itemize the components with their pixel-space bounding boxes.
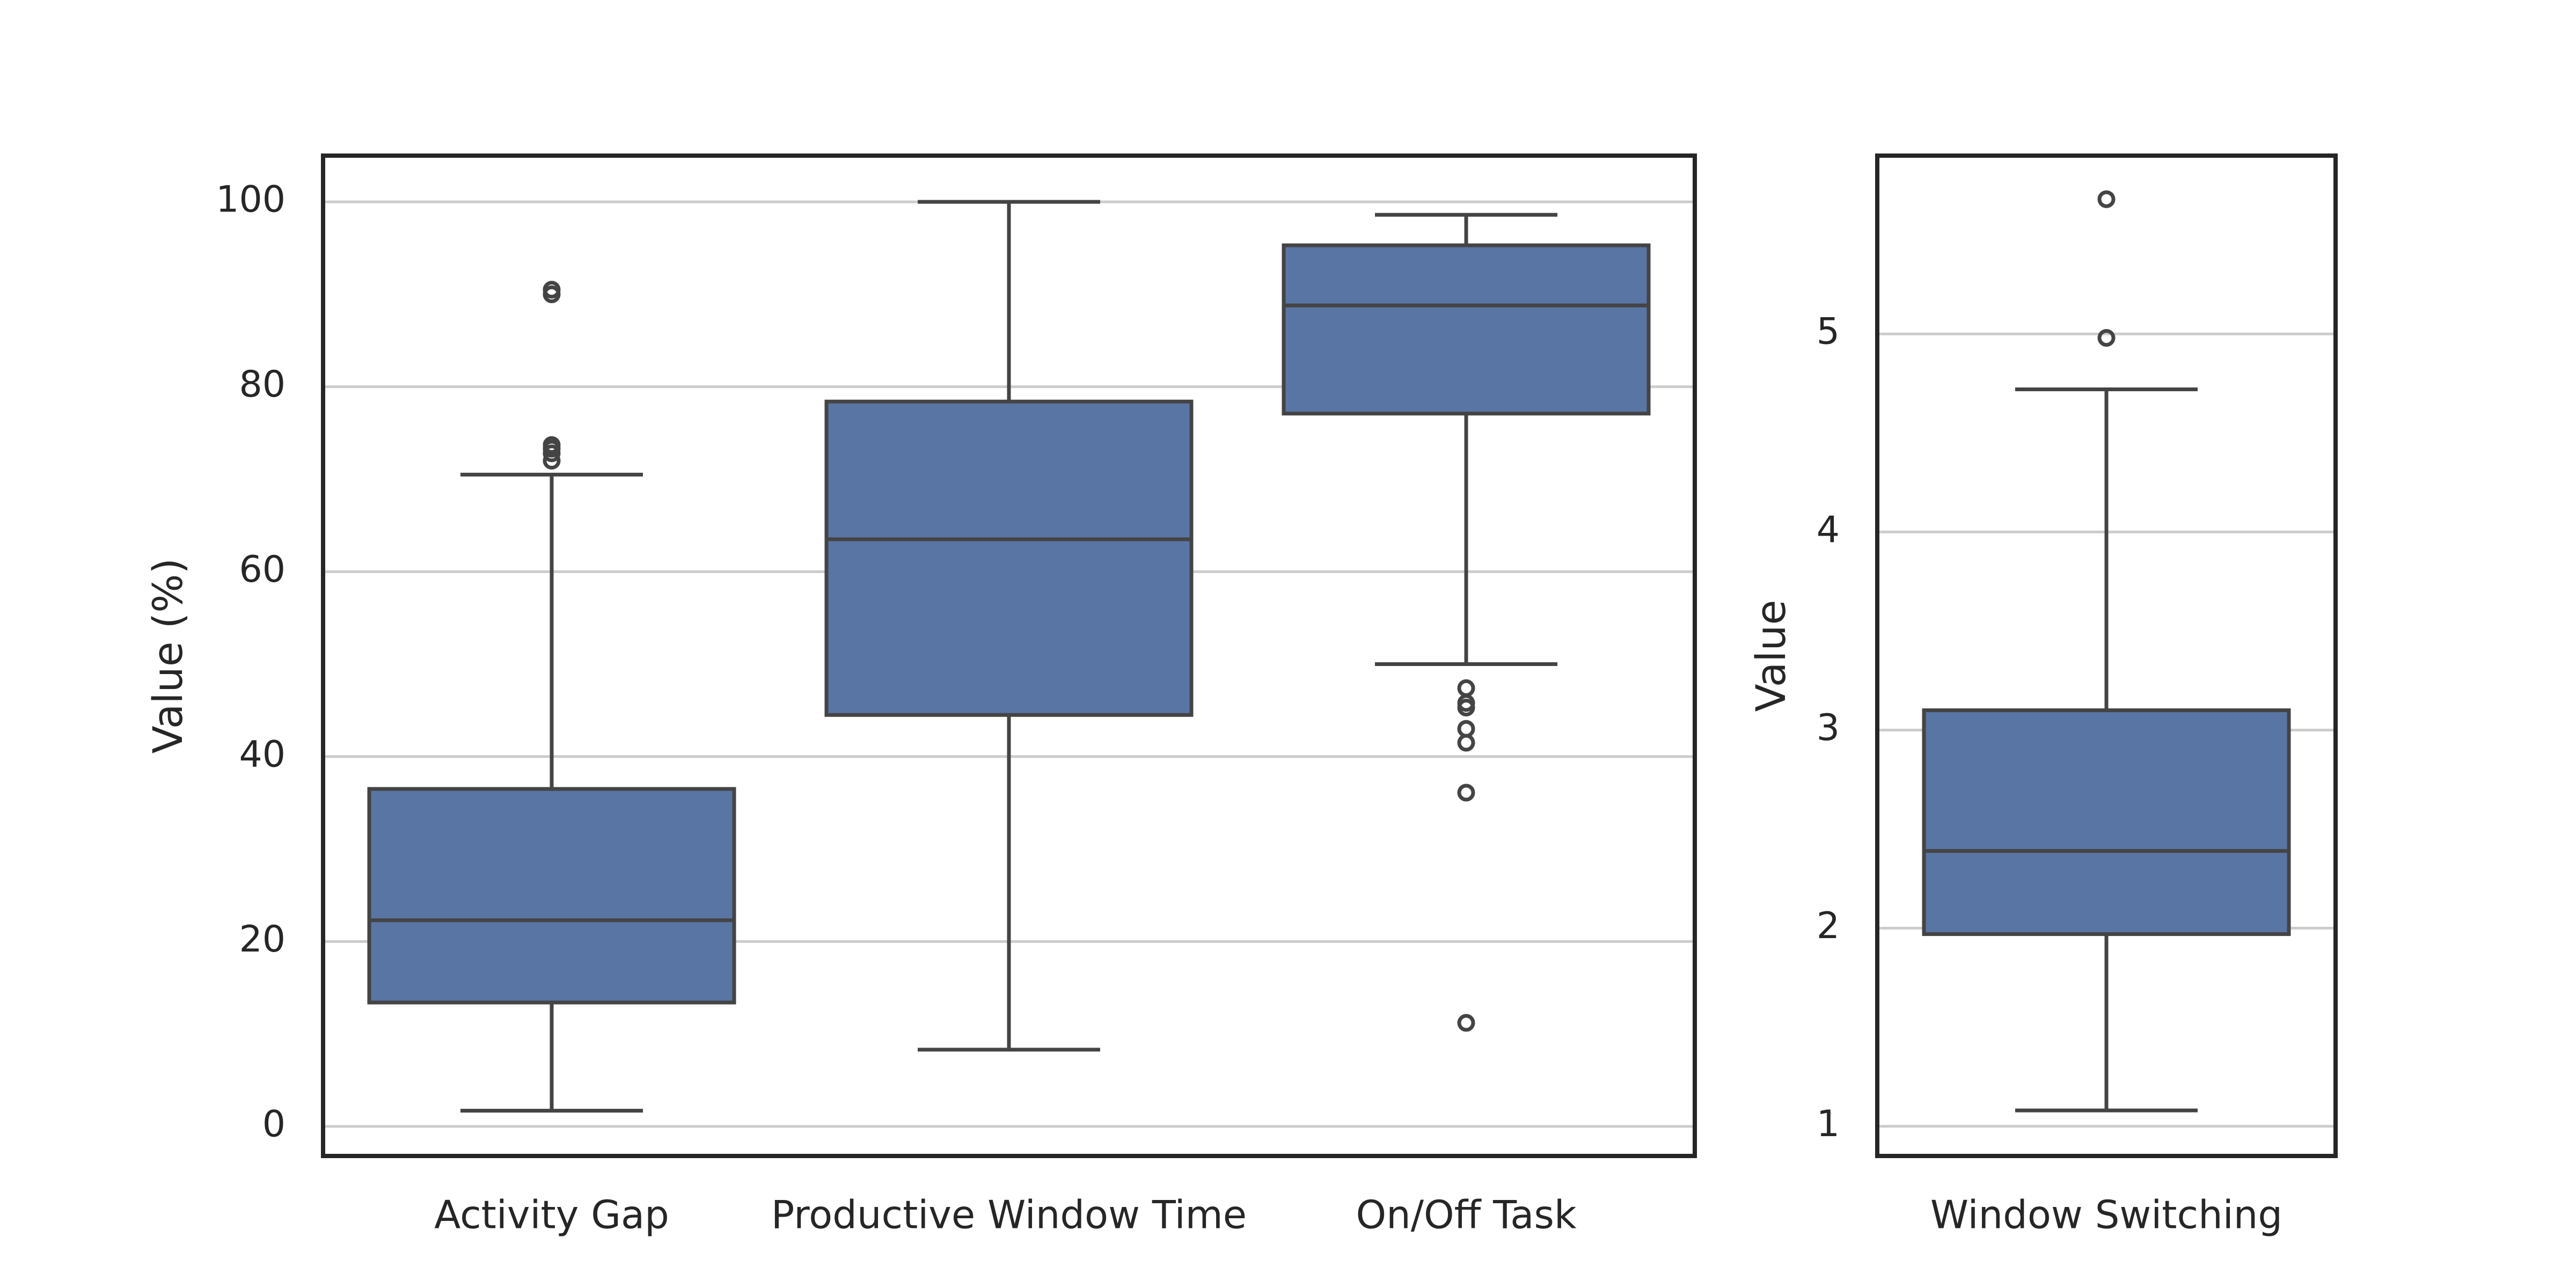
- outlier-point: [1457, 720, 1475, 738]
- y-tick-label: 4: [1817, 509, 1840, 551]
- y-tick-label: 60: [239, 548, 286, 591]
- y-tick-label: 1: [1817, 1103, 1840, 1145]
- y-tick-label: 40: [239, 733, 286, 775]
- y-tick-label: 20: [239, 918, 286, 961]
- outlier-point: [1457, 1014, 1475, 1032]
- axes-frame: [1875, 153, 2338, 1158]
- box-group: [367, 281, 736, 1113]
- y-tick-label: 5: [1817, 311, 1840, 353]
- left-panel: 0 20 40 60 80 100 Value (%) Activity Gap Product…: [144, 153, 1697, 1238]
- box-iqr: [1282, 243, 1651, 416]
- axes-frame: [321, 153, 1697, 1158]
- outlier-point: [1457, 679, 1475, 697]
- x-tick-label: Activity Gap: [434, 1192, 669, 1238]
- y-axis-title: Value: [1747, 600, 1795, 712]
- box-group: [824, 200, 1194, 1052]
- outlier-point: [543, 281, 561, 299]
- y-tick-label: 80: [239, 363, 286, 406]
- outlier-point: [543, 436, 561, 454]
- box-iqr: [367, 787, 736, 1005]
- y-tick-label: 0: [262, 1103, 286, 1145]
- y-tick-label: 3: [1817, 707, 1840, 749]
- box-group: [1282, 213, 1651, 1032]
- y-tick-label: 100: [216, 179, 286, 221]
- box-iqr: [1922, 708, 2291, 936]
- box-iqr: [824, 399, 1194, 717]
- x-tick-label: On/Off Task: [1356, 1192, 1576, 1238]
- outlier-point: [2097, 329, 2116, 347]
- y-tick-label: 2: [1817, 905, 1840, 947]
- y-axis-title: Value (%): [144, 558, 192, 753]
- x-tick-label: Productive Window Time: [771, 1192, 1247, 1238]
- box-group: [1922, 190, 2291, 1113]
- outlier-point: [1457, 784, 1475, 802]
- right-panel: 1 2 3 4 5 Value Window Switching: [1747, 153, 2338, 1238]
- x-tick-label: Window Switching: [1930, 1192, 2282, 1238]
- outlier-point: [2097, 190, 2116, 208]
